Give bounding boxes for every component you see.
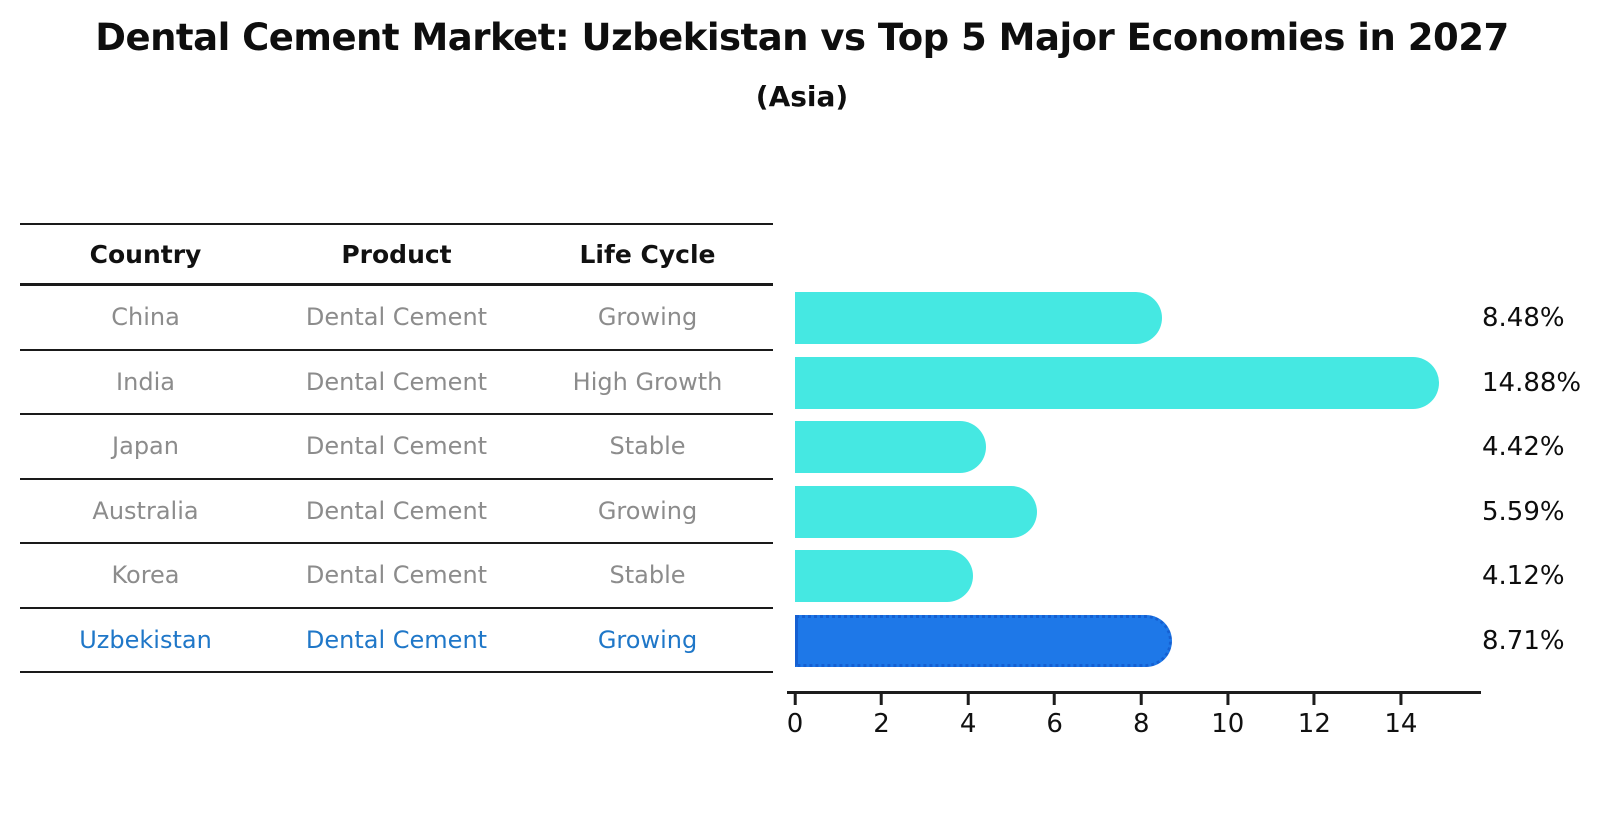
- value-label-japan: 4.42%: [1482, 432, 1565, 463]
- tick-mark: [793, 694, 797, 705]
- bar-japan: [795, 421, 987, 474]
- tick-label: 2: [873, 709, 890, 739]
- x-tick: 6: [1046, 694, 1063, 739]
- table-row-china: China Dental Cement Growing: [20, 286, 773, 351]
- table-row-india: India Dental Cement High Growth: [20, 351, 773, 415]
- bar-row-india: [795, 351, 1471, 416]
- life-cycle-cell: Stable: [609, 432, 686, 461]
- bar-uzbekistan: [795, 614, 1172, 667]
- bar-row-uzbekistan: [795, 609, 1471, 674]
- chart-subtitle: (Asia): [755, 80, 849, 113]
- tick-mark: [1399, 694, 1403, 705]
- value-label-uzbekistan: 8.71%: [1482, 625, 1565, 656]
- table-row-uzbekistan: Uzbekistan Dental Cement Growing: [20, 609, 773, 673]
- column-header-product: Product: [341, 239, 452, 269]
- value-label-korea: 4.12%: [1482, 561, 1565, 592]
- bar-korea: [795, 550, 974, 603]
- life-cycle-cell: High Growth: [572, 367, 723, 396]
- bar-plot: [795, 286, 1471, 673]
- x-tick: 4: [959, 694, 977, 739]
- tick-label: 4: [959, 709, 977, 739]
- tick-label: 8: [1132, 709, 1150, 739]
- x-axis-line: [787, 691, 1481, 694]
- tick-label: 14: [1384, 709, 1418, 739]
- country-cell: Korea: [111, 561, 180, 590]
- tick-mark: [966, 694, 970, 705]
- x-tick: 0: [786, 694, 804, 739]
- country-cell: Japan: [112, 432, 179, 461]
- x-axis-ticks: 0 2 4 6 8 10 12 14: [787, 694, 1471, 754]
- bar-china: [795, 292, 1162, 345]
- country-cell: Australia: [92, 496, 199, 525]
- column-header-life-cycle: Life Cycle: [579, 239, 716, 269]
- bar-india: [795, 356, 1439, 409]
- bar-row-australia: [795, 480, 1471, 545]
- table-row-japan: Japan Dental Cement Stable: [20, 415, 773, 480]
- country-cell: India: [116, 367, 175, 396]
- x-tick: 12: [1298, 694, 1331, 739]
- country-table: Country Product Life Cycle China Dental …: [20, 223, 773, 673]
- bar-row-japan: [795, 415, 1471, 480]
- x-tick: 10: [1211, 694, 1244, 739]
- tick-mark: [1312, 694, 1316, 705]
- chart-title: Dental Cement Market: Uzbekistan vs Top …: [95, 16, 1509, 59]
- product-cell: Dental Cement: [305, 561, 488, 590]
- tick-label: 0: [786, 709, 804, 739]
- bar-australia: [795, 485, 1037, 538]
- value-label-column: 8.48% 14.88% 4.42% 5.59% 4.12% 8.71%: [1482, 286, 1604, 673]
- table-row-korea: Korea Dental Cement Stable: [20, 544, 773, 609]
- x-tick: 14: [1384, 694, 1417, 739]
- tick-label: 12: [1297, 709, 1331, 739]
- tick-mark: [880, 694, 884, 705]
- life-cycle-cell: Stable: [609, 561, 686, 590]
- life-cycle-cell: Growing: [597, 303, 698, 332]
- country-cell: China: [111, 303, 180, 332]
- tick-mark: [1053, 694, 1057, 705]
- bar-row-korea: [795, 544, 1471, 609]
- product-cell: Dental Cement: [305, 367, 488, 396]
- tick-mark: [1139, 694, 1143, 705]
- product-cell: Dental Cement: [305, 625, 488, 654]
- country-cell: Uzbekistan: [79, 625, 212, 654]
- table-header-row: Country Product Life Cycle: [20, 225, 773, 286]
- tick-label: 6: [1046, 709, 1063, 739]
- life-cycle-cell: Growing: [597, 625, 698, 654]
- x-tick: 8: [1132, 694, 1150, 739]
- table-row-australia: Australia Dental Cement Growing: [20, 480, 773, 544]
- tick-mark: [1226, 694, 1230, 705]
- life-cycle-cell: Growing: [597, 496, 698, 525]
- product-cell: Dental Cement: [305, 432, 488, 461]
- value-label-china: 8.48%: [1482, 303, 1565, 334]
- value-label-australia: 5.59%: [1482, 496, 1565, 527]
- bar-row-china: [795, 286, 1471, 351]
- value-label-india: 14.88%: [1482, 367, 1582, 398]
- column-header-country: Country: [89, 239, 202, 269]
- product-cell: Dental Cement: [305, 496, 488, 525]
- product-cell: Dental Cement: [305, 303, 488, 332]
- tick-label: 10: [1211, 709, 1245, 739]
- x-tick: 2: [873, 694, 890, 739]
